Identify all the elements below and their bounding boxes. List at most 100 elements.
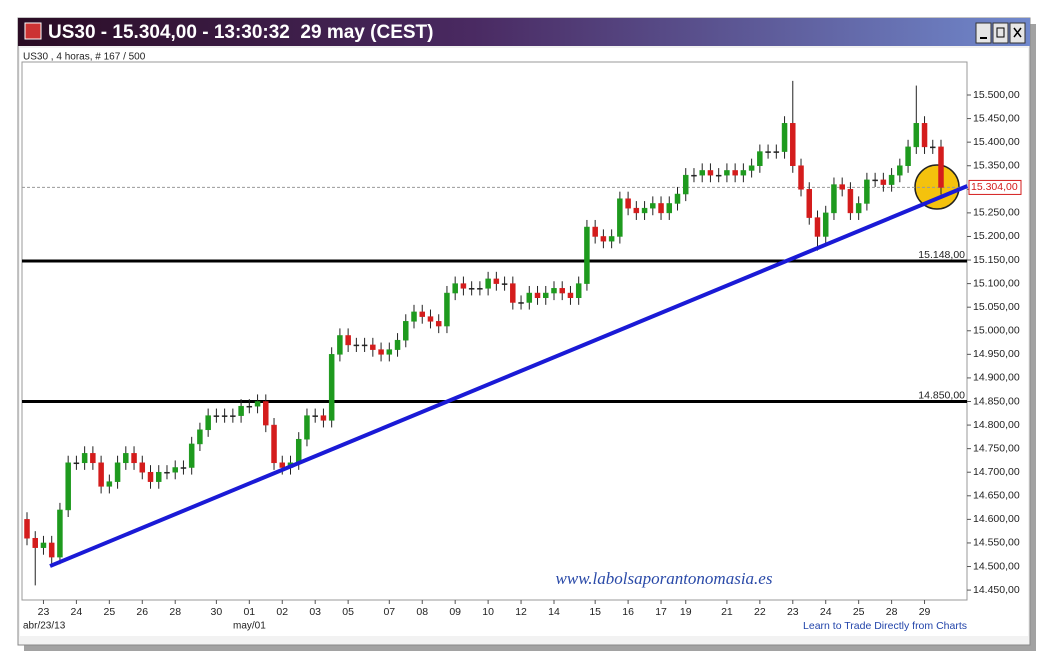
candle-body <box>98 462 104 487</box>
candle-body <box>715 174 722 177</box>
candle-body <box>567 292 574 299</box>
candle-body <box>57 509 63 558</box>
candle-body <box>650 203 656 209</box>
candle-body <box>468 288 475 290</box>
candle-body <box>460 283 467 289</box>
x-tick-label: 28 <box>169 606 181 618</box>
date-row-label: may/01 <box>233 621 266 632</box>
candle-body <box>48 542 55 558</box>
candle-body <box>913 123 920 148</box>
y-tick-label: 15.050,00 <box>973 301 1020 313</box>
icon <box>996 27 1005 38</box>
candle-body <box>921 123 928 148</box>
candle-body <box>551 288 557 294</box>
maximize-button[interactable] <box>992 22 1009 44</box>
candle-body <box>781 123 788 152</box>
trendline <box>49 184 969 568</box>
candle-body <box>155 471 162 482</box>
candle-body <box>864 179 870 204</box>
watermark: www.labolsaporantonomasia.es <box>556 569 773 588</box>
window-buttons[interactable] <box>975 22 1026 44</box>
x-tick-label: 07 <box>383 606 395 618</box>
subtitle: US30 , 4 horas, # 167 / 500 <box>23 52 146 63</box>
x-tick-label: 08 <box>416 606 428 618</box>
candle-body <box>855 203 862 214</box>
y-tick-label: 15.350,00 <box>973 160 1020 172</box>
candle-body <box>897 165 903 176</box>
candle-body <box>707 170 714 176</box>
candle-body <box>518 302 524 304</box>
candle-body <box>403 321 409 341</box>
candle-body <box>370 344 376 350</box>
minimize-button[interactable] <box>975 22 992 44</box>
candle-body <box>872 179 878 182</box>
candle-body <box>279 462 286 468</box>
candle-body <box>831 184 837 214</box>
x-tick-label: 24 <box>71 606 83 618</box>
candle-body <box>295 438 302 464</box>
footer-link[interactable]: Learn to Trade Directly from Charts <box>803 620 967 632</box>
candle-body <box>304 415 310 440</box>
x-tick-label: 02 <box>276 606 288 618</box>
candle-body <box>238 405 244 416</box>
candle-body <box>197 429 203 445</box>
level-label: 14.850,00 <box>918 389 965 401</box>
candle-body <box>575 283 582 299</box>
y-tick-label: 15.500,00 <box>973 89 1020 101</box>
candle-body <box>625 198 631 209</box>
title-bar <box>18 18 1030 46</box>
candle-body <box>345 335 351 346</box>
candle-body <box>658 203 664 214</box>
x-tick-label: 24 <box>820 606 832 618</box>
candle-body <box>526 292 533 303</box>
candle-body <box>559 288 565 294</box>
candle-body <box>271 424 277 464</box>
candle-body <box>337 335 343 355</box>
candle-body <box>114 462 121 482</box>
candle-body <box>617 198 623 237</box>
candle-body <box>394 339 401 350</box>
candle-body <box>312 415 318 417</box>
candle-body <box>674 193 681 204</box>
x-tick-label: 14 <box>548 606 560 618</box>
candle-body <box>839 184 845 190</box>
x-tick-label: 22 <box>754 606 766 618</box>
candle-body <box>757 151 763 166</box>
candle-body <box>543 292 549 299</box>
y-tick-label: 14.800,00 <box>973 419 1020 431</box>
candle-body <box>90 453 96 464</box>
candle-body <box>888 174 895 185</box>
candle-body <box>123 453 129 464</box>
candle-body <box>790 123 796 166</box>
level-label: 15.148,00 <box>918 249 965 261</box>
y-tick-label: 14.600,00 <box>973 513 1020 525</box>
app-icon <box>24 22 42 40</box>
candle-body <box>65 462 71 511</box>
candle-body <box>765 151 771 153</box>
candle-body <box>164 471 170 474</box>
x-tick-label: 25 <box>103 606 115 618</box>
x-tick-label: 21 <box>721 606 733 618</box>
y-tick-label: 14.450,00 <box>973 584 1020 596</box>
y-tick-label: 14.650,00 <box>973 490 1020 502</box>
candle-body <box>501 283 508 285</box>
current-price-label: 15.304,00 <box>971 181 1018 193</box>
y-tick-label: 15.000,00 <box>973 325 1020 337</box>
candle-body <box>773 151 780 153</box>
x-tick-label: 15 <box>589 606 601 618</box>
candle-body <box>411 311 417 322</box>
candle-body <box>81 453 88 464</box>
y-tick-label: 14.900,00 <box>973 372 1020 384</box>
candle-body <box>806 189 813 218</box>
x-tick-label: 25 <box>853 606 865 618</box>
candle-body <box>205 415 211 431</box>
candle-body <box>320 415 327 421</box>
candle-body <box>732 170 738 176</box>
y-tick-label: 15.150,00 <box>973 254 1020 266</box>
candle-body <box>666 203 673 214</box>
candle-body <box>32 537 38 548</box>
y-tick-label: 15.100,00 <box>973 277 1020 289</box>
y-tick-label: 14.850,00 <box>973 395 1020 407</box>
